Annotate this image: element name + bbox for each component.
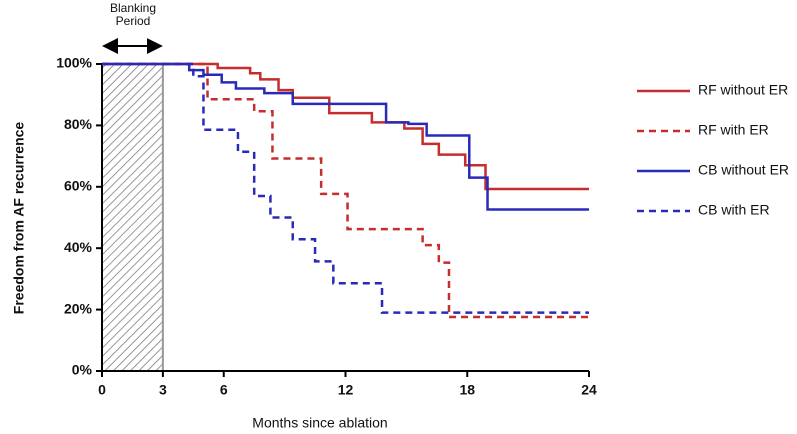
legend-label: RF without ER — [698, 82, 788, 98]
x-tick-label: 6 — [220, 382, 228, 398]
legend-label: RF with ER — [698, 122, 769, 138]
x-tick-label: 12 — [338, 382, 354, 398]
km-curve — [102, 62, 589, 211]
km-curve — [102, 62, 589, 319]
y-tick-label: 80% — [64, 116, 93, 132]
y-tick-label: 40% — [64, 239, 93, 255]
km-curve — [102, 62, 589, 191]
x-tick-label: 18 — [459, 382, 475, 398]
blanking-region — [101, 63, 164, 372]
x-tick-label: 3 — [159, 382, 167, 398]
y-tick-label: 100% — [56, 55, 92, 71]
x-tick-label: 24 — [581, 382, 597, 398]
legend-label: CB without ER — [698, 162, 789, 178]
legend-label: CB with ER — [698, 202, 770, 218]
y-axis-label: Freedom from AF recurrence — [11, 122, 27, 315]
y-tick-label: 60% — [64, 178, 93, 194]
annotation: Blanking Period — [109, 1, 157, 28]
km-curve — [102, 62, 589, 314]
y-tick-label: 20% — [64, 300, 93, 316]
x-axis-label: Months since ablation — [252, 415, 387, 431]
y-tick-label: 0% — [72, 362, 93, 378]
x-tick-label: 0 — [98, 382, 106, 398]
